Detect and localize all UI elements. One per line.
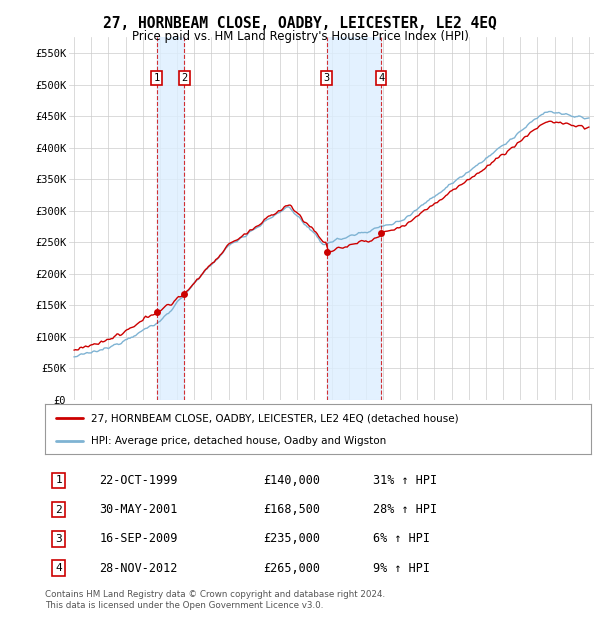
Text: 31% ↑ HPI: 31% ↑ HPI: [373, 474, 437, 487]
Text: £140,000: £140,000: [263, 474, 320, 487]
Text: 2: 2: [55, 505, 62, 515]
Text: Price paid vs. HM Land Registry's House Price Index (HPI): Price paid vs. HM Land Registry's House …: [131, 30, 469, 43]
Text: 3: 3: [55, 534, 62, 544]
Bar: [326, 37, 381, 400]
Text: 30-MAY-2001: 30-MAY-2001: [100, 503, 178, 516]
Text: 4: 4: [378, 73, 385, 83]
Bar: [157, 37, 184, 400]
Text: 6% ↑ HPI: 6% ↑ HPI: [373, 533, 430, 546]
Text: 2: 2: [181, 73, 187, 83]
Text: Contains HM Land Registry data © Crown copyright and database right 2024.
This d: Contains HM Land Registry data © Crown c…: [45, 590, 385, 609]
Text: 3: 3: [323, 73, 329, 83]
Text: 22-OCT-1999: 22-OCT-1999: [100, 474, 178, 487]
Text: 1: 1: [154, 73, 160, 83]
Text: 27, HORNBEAM CLOSE, OADBY, LEICESTER, LE2 4EQ (detached house): 27, HORNBEAM CLOSE, OADBY, LEICESTER, LE…: [91, 413, 459, 423]
Text: £168,500: £168,500: [263, 503, 320, 516]
Text: £265,000: £265,000: [263, 562, 320, 575]
Text: 16-SEP-2009: 16-SEP-2009: [100, 533, 178, 546]
Text: 4: 4: [55, 563, 62, 573]
Text: 1: 1: [55, 476, 62, 485]
Text: 28-NOV-2012: 28-NOV-2012: [100, 562, 178, 575]
Text: HPI: Average price, detached house, Oadby and Wigston: HPI: Average price, detached house, Oadb…: [91, 436, 386, 446]
Text: 28% ↑ HPI: 28% ↑ HPI: [373, 503, 437, 516]
Text: 27, HORNBEAM CLOSE, OADBY, LEICESTER, LE2 4EQ: 27, HORNBEAM CLOSE, OADBY, LEICESTER, LE…: [103, 16, 497, 30]
Text: 9% ↑ HPI: 9% ↑ HPI: [373, 562, 430, 575]
Text: £235,000: £235,000: [263, 533, 320, 546]
